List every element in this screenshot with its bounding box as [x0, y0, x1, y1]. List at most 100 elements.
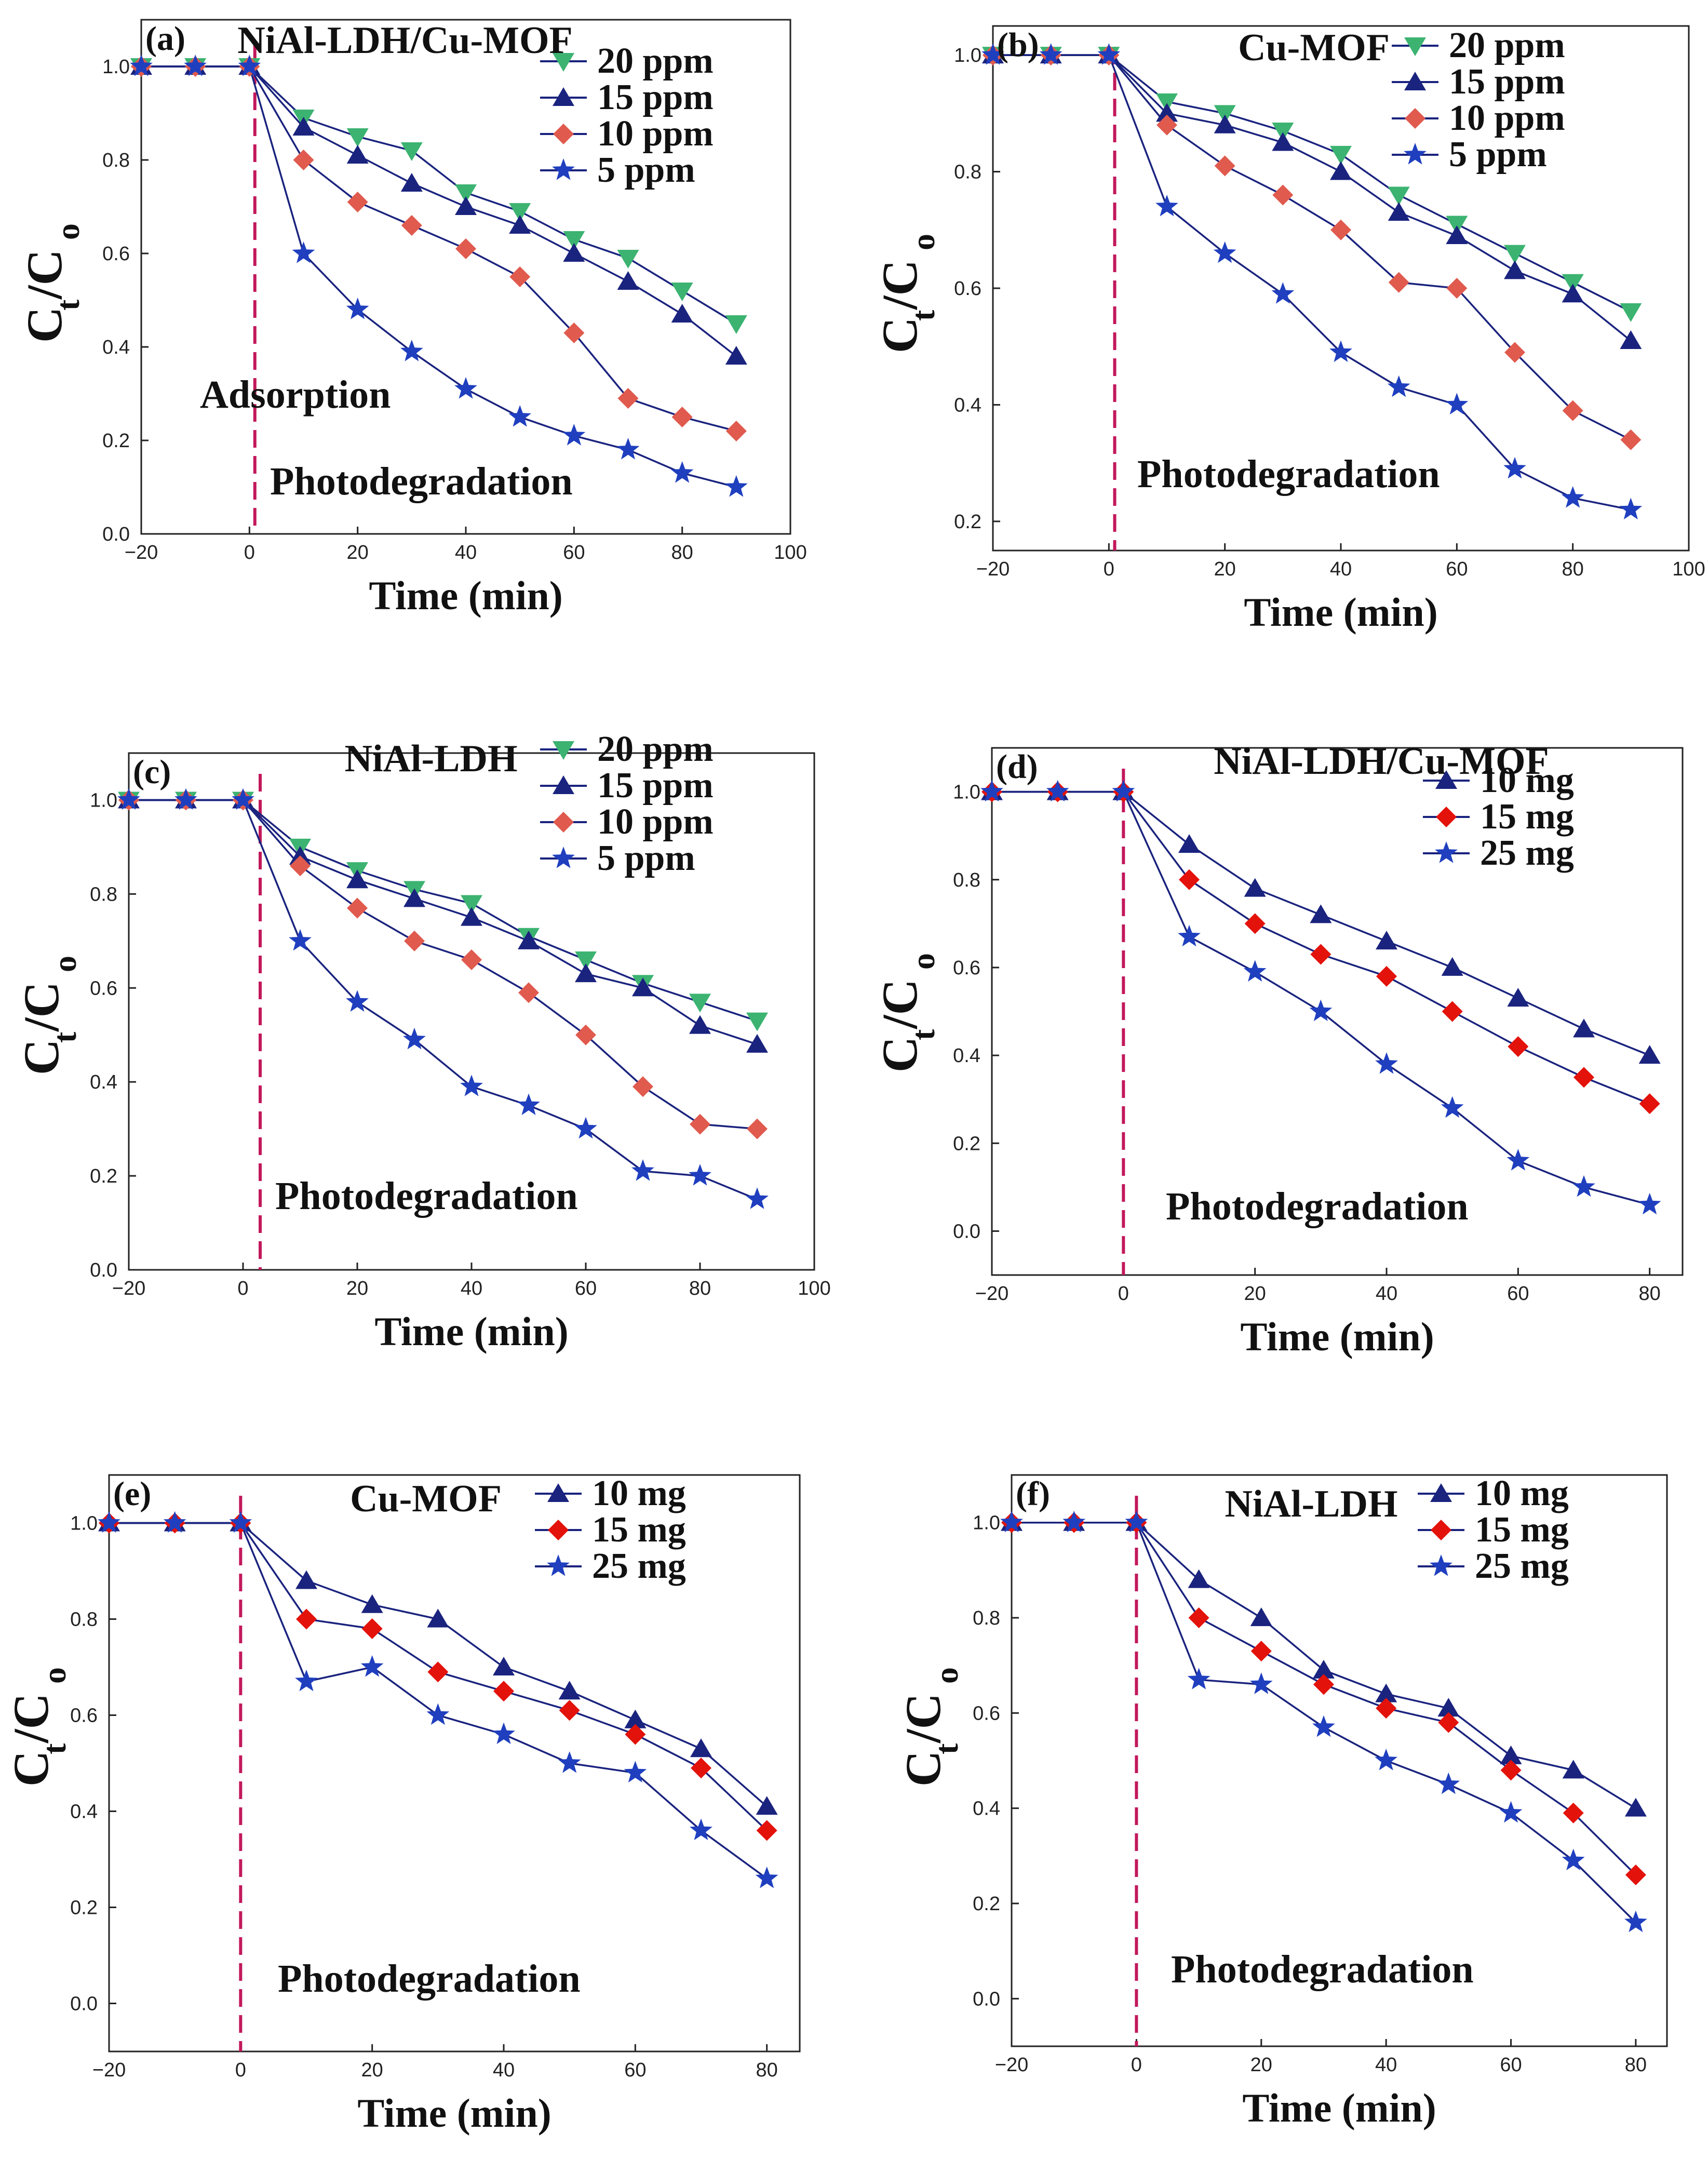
- data-point: [1376, 1698, 1397, 1719]
- data-point: [725, 315, 747, 334]
- annotation-photodegradation: Photodegradation: [275, 1174, 578, 1218]
- y-axis-sub-o: o: [905, 234, 942, 250]
- data-point: [690, 1818, 712, 1841]
- legend-label: 25 mg: [1475, 1546, 1569, 1586]
- data-point: [1572, 1175, 1595, 1197]
- data-point: [575, 951, 597, 970]
- data-point: [347, 897, 368, 919]
- legend-label: 10 mg: [1480, 760, 1574, 800]
- legend-marker: [1436, 807, 1457, 827]
- data-point: [1442, 1001, 1463, 1022]
- data-point: [1178, 834, 1200, 853]
- data-point: [346, 869, 368, 889]
- x-tick-label: 40: [1376, 1283, 1397, 1305]
- legend-label: 10 ppm: [597, 802, 714, 842]
- y-axis-sub-t: t: [905, 1029, 942, 1040]
- data-point: [1039, 43, 1063, 65]
- data-point: [671, 283, 693, 301]
- plot-frame: [1011, 1474, 1668, 2047]
- legend-label: 25 mg: [592, 1546, 686, 1586]
- panel-title: NiAl-LDH: [345, 737, 518, 780]
- x-tick-label: 0: [1118, 1283, 1129, 1305]
- data-point: [1437, 1772, 1460, 1794]
- data-point: [1446, 278, 1468, 299]
- y-axis-slash-c: /C: [872, 979, 927, 1029]
- data-point: [1625, 1865, 1646, 1885]
- data-point: [1244, 878, 1266, 897]
- legend-label: 15 mg: [1475, 1510, 1569, 1550]
- data-point: [289, 846, 311, 865]
- data-point: [1639, 1093, 1660, 1115]
- data-point: [509, 215, 531, 234]
- data-point: [1214, 155, 1235, 177]
- annotation-photodegradation: Photodegradation: [1137, 452, 1440, 496]
- data-point: [1272, 184, 1294, 206]
- y-axis-c: C: [3, 1751, 59, 1787]
- data-point: [981, 43, 1004, 65]
- y-tick-label: 0.0: [973, 1988, 1000, 2010]
- data-point: [455, 238, 476, 259]
- data-point: [404, 888, 425, 907]
- legend-marker: [1430, 1483, 1452, 1502]
- data-point: [558, 1681, 581, 1700]
- x-tick-label: 80: [689, 1278, 711, 1299]
- data-point: [238, 55, 261, 76]
- data-point: [1312, 1715, 1335, 1737]
- data-point: [670, 461, 694, 483]
- data-point: [404, 930, 425, 951]
- data-point: [361, 1618, 383, 1639]
- y-tick-label: 0.8: [954, 162, 981, 183]
- y-tick-label: 0.6: [102, 243, 130, 265]
- data-point: [617, 388, 639, 409]
- data-point: [558, 1751, 581, 1773]
- y-tick-label: 0.0: [102, 524, 130, 545]
- y-tick-label: 0.6: [953, 957, 980, 979]
- data-point: [1620, 429, 1642, 450]
- x-tick-label: 20: [1250, 2054, 1272, 2076]
- data-point: [574, 1117, 597, 1139]
- data-point: [1097, 43, 1121, 65]
- data-point: [1376, 931, 1397, 950]
- data-point: [347, 192, 368, 212]
- data-point: [98, 1511, 120, 1533]
- y-axis-c: C: [14, 1039, 69, 1075]
- data-point: [401, 215, 422, 236]
- annotation-photodegradation: Photodegradation: [270, 460, 573, 503]
- legend-label: 15 ppm: [597, 77, 714, 117]
- data-point: [229, 1511, 252, 1533]
- x-axis-title: Time (min): [357, 2090, 551, 2136]
- data-point: [1620, 303, 1642, 322]
- data-point: [1329, 340, 1352, 363]
- panel-d: −20 0 20 40 60 80 0.0 0.2 0.4 0.6 0.8 1.0 (d) NiAl-LD…: [872, 740, 1684, 1359]
- x-tick-label: 100: [774, 542, 806, 564]
- data-point: [1250, 1607, 1272, 1626]
- y-axis-title: Ct/C o: [14, 956, 83, 1075]
- x-tick-label: 0: [1104, 558, 1114, 580]
- data-point: [746, 1012, 768, 1031]
- data-point: [1214, 114, 1236, 133]
- legend-label: 20 ppm: [597, 41, 714, 81]
- data-point: [1619, 498, 1643, 520]
- data-point: [1563, 1802, 1584, 1823]
- x-tick-label: 80: [1639, 1283, 1661, 1305]
- legend-marker: [1404, 143, 1427, 165]
- y-axis-title: Ct/C o: [895, 1667, 965, 1787]
- legend-label: 5 ppm: [597, 838, 695, 878]
- data-point: [174, 788, 197, 810]
- y-axis-sub-t: t: [905, 310, 942, 321]
- data-point: [746, 1034, 768, 1053]
- legend-label: 5 ppm: [597, 150, 695, 190]
- data-point: [1187, 1668, 1211, 1689]
- panel-label: (a): [145, 20, 185, 58]
- data-point: [455, 196, 477, 215]
- data-point: [508, 405, 531, 427]
- legend-marker: [1431, 1520, 1451, 1540]
- legend-marker: [1404, 72, 1426, 90]
- data-point: [1250, 1641, 1272, 1662]
- data-point: [747, 1118, 768, 1139]
- panel-label: (f): [1016, 1475, 1050, 1513]
- data-point: [1330, 161, 1352, 180]
- data-point: [617, 250, 639, 269]
- data-point: [1504, 260, 1526, 279]
